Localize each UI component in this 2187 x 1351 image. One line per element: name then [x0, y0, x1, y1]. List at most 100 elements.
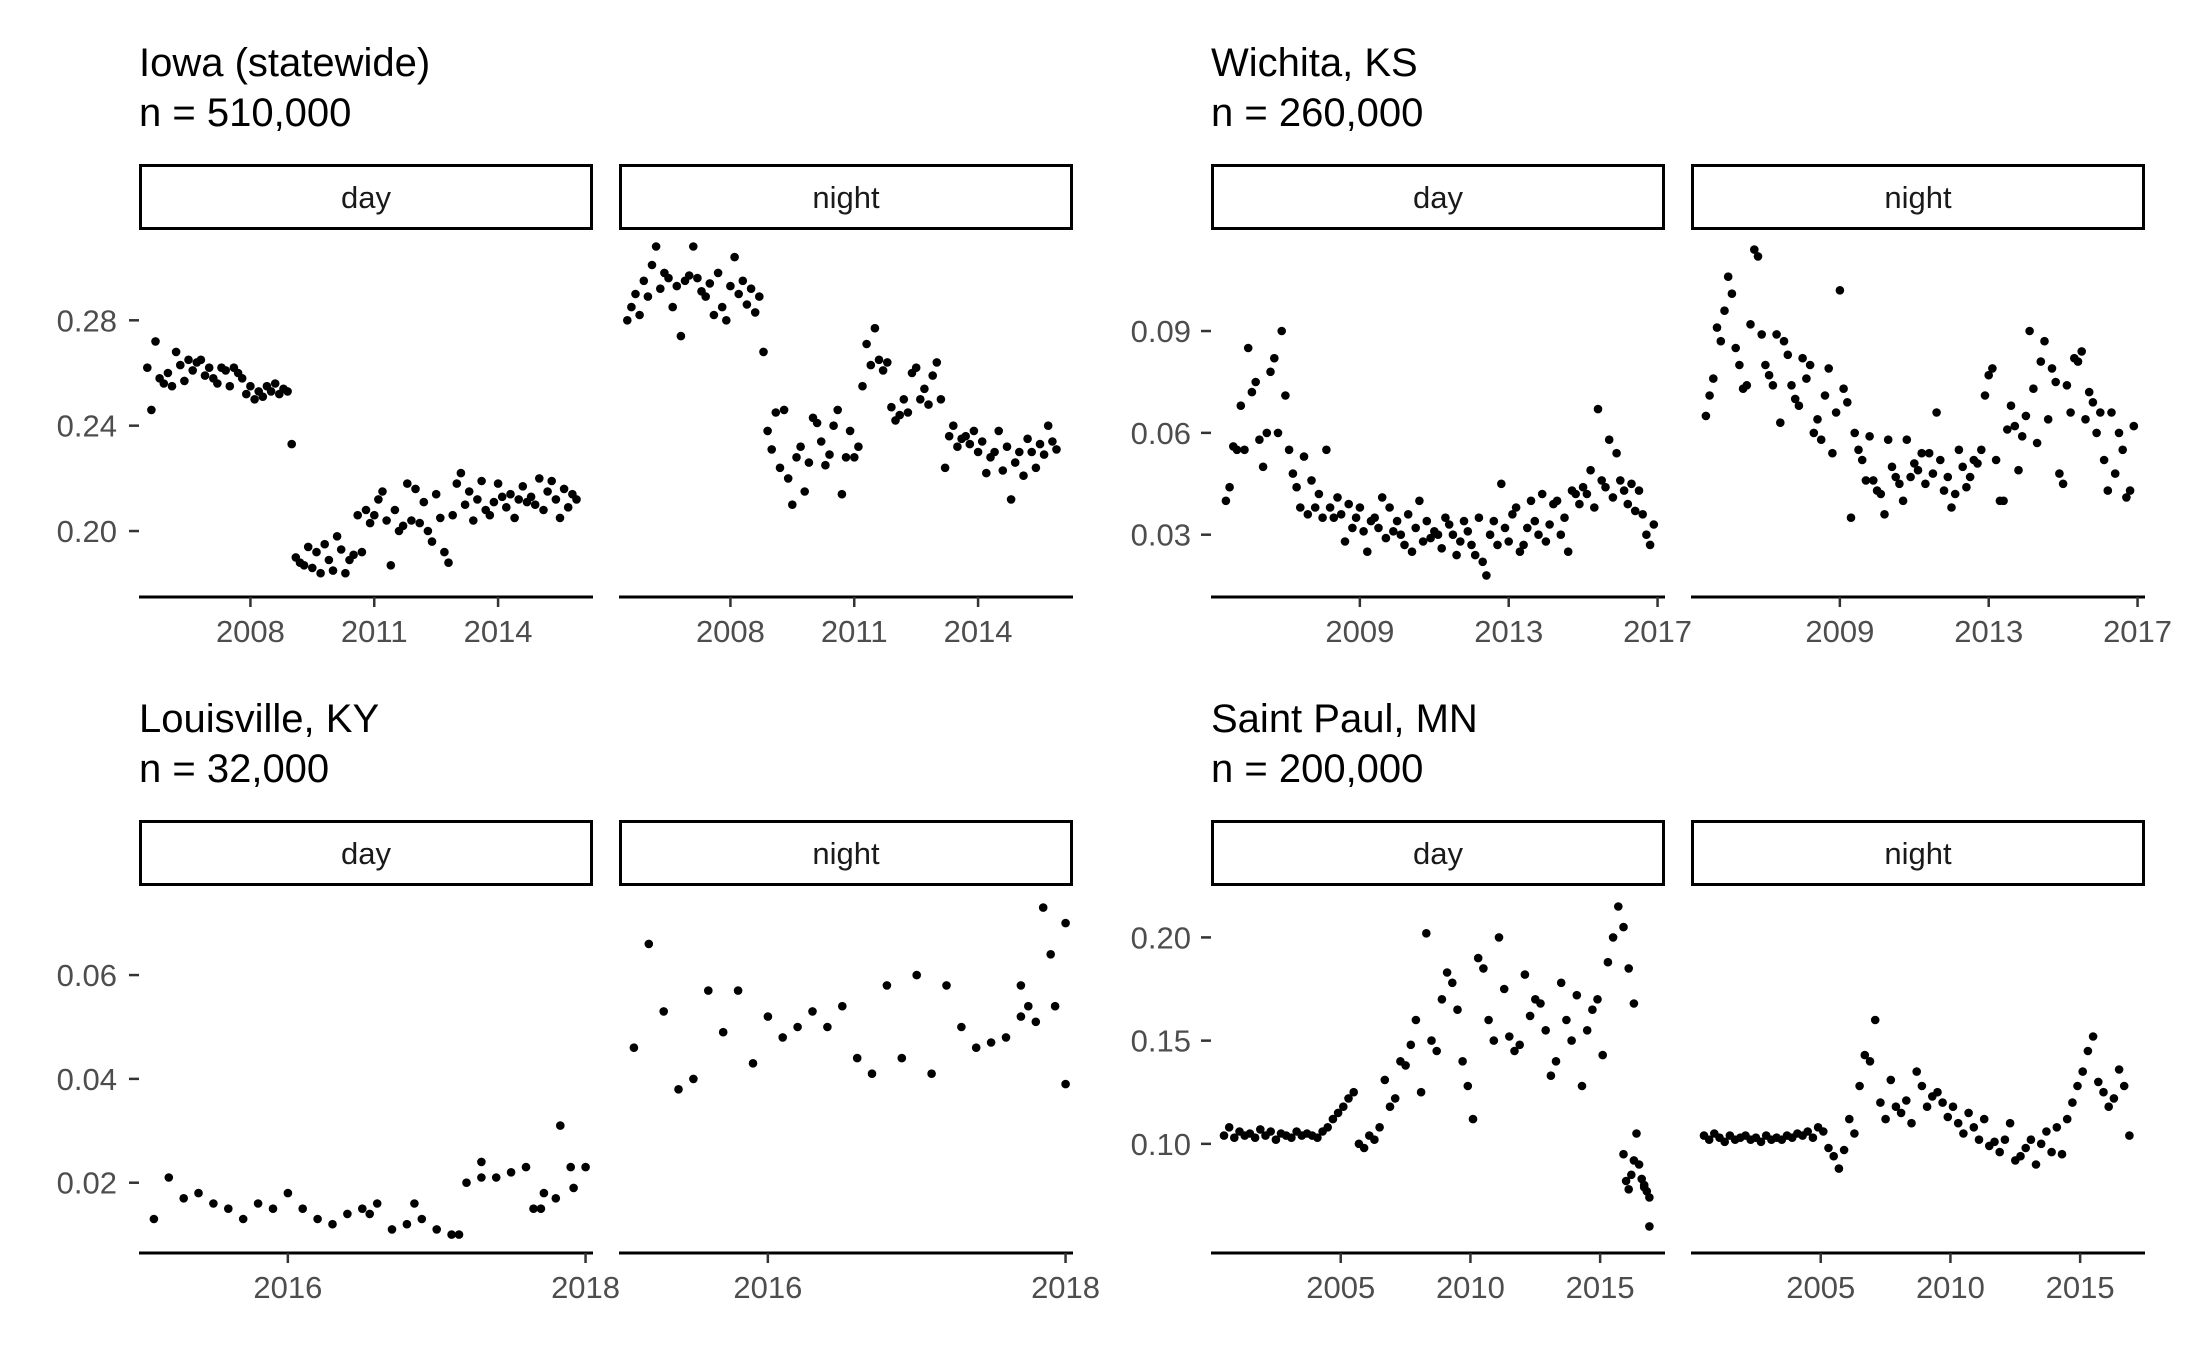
- data-point: [656, 284, 665, 294]
- x-tick-label: 2010: [1436, 1270, 1505, 1305]
- data-point: [530, 500, 540, 510]
- data-point: [2055, 469, 2064, 478]
- data-point: [1474, 513, 1484, 522]
- data-point: [336, 545, 346, 554]
- data-point: [1452, 550, 1461, 560]
- data-point: [911, 363, 921, 373]
- data-point: [1716, 336, 1726, 346]
- data-point: [171, 347, 181, 357]
- chart-subtitle: n = 32,000: [139, 747, 329, 791]
- data-point: [895, 410, 904, 420]
- data-point: [1619, 1149, 1628, 1159]
- data-point: [1525, 1011, 1535, 1021]
- data-point: [1482, 571, 1491, 580]
- facet-strip-day: [139, 164, 593, 230]
- data-point: [417, 1214, 427, 1224]
- data-point: [2125, 1131, 2134, 1140]
- data-point: [2003, 425, 2012, 434]
- data-point: [1891, 1102, 1901, 1111]
- data-point: [2094, 1077, 2103, 1087]
- data-point: [1619, 922, 1628, 932]
- data-point: [1980, 391, 1990, 400]
- chart-subtitle: n = 200,000: [1211, 747, 1423, 791]
- y-tick-label: 0.20: [57, 514, 117, 549]
- data-point: [238, 1214, 248, 1224]
- data-point: [1536, 999, 1545, 1008]
- data-point: [750, 308, 760, 317]
- data-point: [1876, 1098, 1885, 1107]
- data-point: [1974, 1135, 1984, 1144]
- data-point: [1019, 471, 1028, 481]
- data-point: [2040, 336, 2049, 346]
- data-point: [833, 405, 842, 415]
- data-point: [778, 1033, 787, 1042]
- data-point: [1855, 1081, 1864, 1091]
- data-point: [2047, 1147, 2056, 1157]
- data-point: [668, 302, 677, 312]
- data-point: [2099, 1087, 2108, 1097]
- data-point: [1621, 1176, 1631, 1186]
- data-point: [572, 495, 581, 504]
- data-point: [510, 513, 519, 523]
- data-point: [526, 492, 536, 502]
- data-point: [1783, 350, 1793, 360]
- data-point: [1834, 1164, 1844, 1173]
- data-point: [734, 289, 743, 299]
- data-point: [253, 1199, 263, 1208]
- data-point: [916, 395, 925, 404]
- data-point: [1463, 527, 1473, 536]
- data-point: [644, 939, 654, 949]
- data-point: [1510, 1046, 1519, 1056]
- data-point: [705, 279, 715, 288]
- data-point: [852, 1053, 862, 1063]
- data-point: [365, 518, 375, 528]
- data-point: [2032, 438, 2042, 448]
- data-point: [1485, 530, 1495, 539]
- facet-strip-label: day: [341, 836, 391, 871]
- data-point: [581, 1162, 590, 1172]
- x-tick-label: 2010: [1916, 1270, 1985, 1305]
- data-point: [1936, 455, 1945, 465]
- data-point: [556, 1121, 565, 1130]
- data-point: [1328, 1114, 1338, 1124]
- data-point: [1947, 503, 1956, 512]
- facet-strip-label: night: [1884, 180, 1952, 215]
- data-point: [1572, 990, 1582, 1000]
- data-point: [427, 537, 437, 546]
- data-point: [464, 487, 474, 496]
- data-point: [2092, 428, 2101, 438]
- x-tick-label: 2011: [821, 614, 888, 649]
- chart-title: Iowa (statewide): [139, 41, 430, 85]
- data-point: [1333, 1108, 1343, 1118]
- data-point: [1016, 981, 1026, 990]
- data-point: [407, 516, 416, 525]
- data-point: [452, 479, 462, 488]
- data-point: [1484, 1015, 1493, 1025]
- data-point: [1287, 1133, 1296, 1142]
- facet-strip-night: [1691, 164, 2145, 230]
- data-point: [689, 242, 698, 251]
- data-point: [1865, 432, 1874, 441]
- data-point: [1016, 1012, 1026, 1021]
- x-tick-label: 2008: [216, 614, 285, 649]
- x-tick-label: 2008: [696, 614, 765, 649]
- data-point: [1219, 1131, 1229, 1140]
- data-point: [2010, 421, 2020, 431]
- data-point: [493, 479, 503, 488]
- data-point: [411, 484, 420, 494]
- data-point: [1917, 1081, 1927, 1091]
- data-point: [2077, 347, 2086, 356]
- data-point: [2068, 1098, 2077, 1107]
- data-point: [2119, 1081, 2129, 1091]
- data-point: [521, 1162, 531, 1172]
- data-point: [771, 408, 781, 417]
- data-point: [1999, 496, 2008, 506]
- data-point: [1629, 999, 1639, 1008]
- data-point: [1824, 1143, 1833, 1153]
- facet-strip-night: [619, 820, 1073, 886]
- data-point: [328, 566, 338, 575]
- data-point: [1396, 530, 1406, 539]
- data-point: [2114, 1065, 2124, 1074]
- data-point: [1616, 476, 1625, 485]
- data-point: [878, 366, 888, 375]
